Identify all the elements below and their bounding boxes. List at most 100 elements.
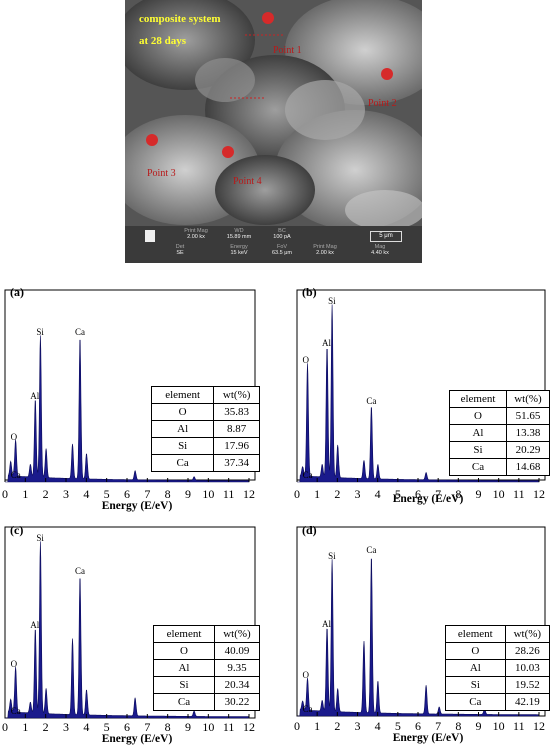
table-row: Al 10.03 <box>445 659 550 677</box>
table-cell: 10.03 <box>504 659 550 677</box>
table-cell: Si <box>150 437 215 455</box>
table-cell: Si <box>445 676 506 694</box>
x-tick-label: 8 <box>164 487 171 501</box>
eds-panel-a: 0 1 2 3 4 5 6 7 8 9 10 11 12 O Al Si Ca Ca (a) Energy (E/eV… <box>0 282 260 512</box>
x-tick-label: 9 <box>475 719 482 733</box>
table-cell: 20.34 <box>213 676 261 694</box>
table-header-cell: wt(%) <box>213 625 261 643</box>
peak-label-ca: Ca <box>10 470 21 481</box>
table-cell: Ca <box>150 454 215 472</box>
x-tick-label: 8 <box>455 487 462 501</box>
table-cell: O <box>153 642 215 660</box>
eds-panel-d: 0 1 2 3 4 5 6 7 8 9 10 11 12 O Al Si Ca Ca (d) Energy (E/eV… <box>292 518 550 748</box>
sem-point-4-label: Point 4 <box>233 176 262 187</box>
table-header-cell: element <box>153 625 215 643</box>
peak-label-ca: Ca <box>302 470 313 481</box>
eds-panel-b: 0 1 2 3 4 5 6 7 8 9 10 11 12 O Al Si Ca Ca (b) Energy (E/eV… <box>292 282 550 505</box>
sem-point-3-label: Point 3 <box>147 168 176 179</box>
sem-caption-line2: at 28 days <box>139 35 187 47</box>
peak-label-si: Si <box>36 327 44 338</box>
x-axis-title: Energy (E/eV) <box>101 733 173 745</box>
table-cell: 9.35 <box>213 659 261 677</box>
eds-spectrum-b <box>296 289 546 483</box>
table-header-row: element wt(%) <box>153 625 261 643</box>
table-header-cell: element <box>449 390 507 408</box>
panel-label: (b) <box>302 285 317 299</box>
sem-image <box>125 0 422 226</box>
eds-panel-c: 0 1 2 3 4 5 6 7 8 9 10 11 12 O Al Si Ca Ca (c) Energy (E/eV… <box>0 518 261 748</box>
x-tick-label: 5 <box>394 487 401 501</box>
table-cell: 14.68 <box>505 458 550 476</box>
panel-label: (a) <box>10 285 24 299</box>
x-tick-label: 1 <box>314 719 321 733</box>
table-row: Si 20.29 <box>449 441 550 459</box>
sem-caption-line1: composite system <box>139 13 221 25</box>
table-cell: Si <box>153 676 215 694</box>
table-cell: Al <box>445 659 506 677</box>
x-tick-label: 10 <box>202 487 215 501</box>
table-cell: Si <box>449 441 507 459</box>
peak-label-ca: Ca <box>366 396 377 407</box>
table-cell: 13.38 <box>505 424 550 442</box>
table-row: Si 17.96 <box>150 437 260 455</box>
x-tick-label: 12 <box>533 487 545 501</box>
x-tick-label: 7 <box>435 487 442 501</box>
eds-spectrum-c <box>4 526 256 719</box>
x-tick-label: 9 <box>185 720 191 734</box>
x-tick-label: 11 <box>513 719 525 733</box>
x-tick-label: 0 <box>294 719 300 733</box>
peak-label-ca: Ca <box>366 545 377 556</box>
x-tick-label: 7 <box>435 719 442 733</box>
table-header-row: element wt(%) <box>445 625 550 643</box>
x-tick-label: 3 <box>63 720 69 734</box>
peak-label-o: O <box>302 669 309 680</box>
x-tick-label: 5 <box>103 487 110 501</box>
peak-label-si: Si <box>36 533 44 544</box>
table-row: Si 20.34 <box>153 676 261 694</box>
x-tick-label: 12 <box>533 719 545 733</box>
x-tick-label: 11 <box>222 487 235 501</box>
sem-point-2-label: Point 2 <box>368 98 397 109</box>
table-cell: Al <box>449 424 507 442</box>
table-row: O 51.65 <box>449 407 550 425</box>
x-tick-label: 10 <box>492 487 505 501</box>
x-tick-label: 2 <box>334 719 341 733</box>
peak-label-o: O <box>10 658 18 669</box>
table-header-cell: wt(%) <box>213 386 260 404</box>
table-row: O 35.83 <box>150 403 260 421</box>
table-cell: Ca <box>153 693 215 711</box>
x-tick-label: 4 <box>83 720 90 734</box>
peak-label-al: Al <box>30 619 40 630</box>
sem-databar: Print Mag 2.00 kx WD 15.89 mm BC 100 pA Det… <box>125 226 422 263</box>
table-header-cell: element <box>445 625 506 643</box>
table-cell: 30.22 <box>213 693 261 711</box>
x-tick-label: 5 <box>103 720 110 734</box>
panel-label: (d) <box>302 523 317 537</box>
composition-table: element wt(%) O 40.09 Al 9.35 Si 20.34 Ca 30.22 <box>153 625 261 711</box>
peak-label-al: Al <box>322 337 332 348</box>
table-row: Ca 14.68 <box>449 458 550 476</box>
x-axis-title: Energy (E/eV) <box>392 732 464 744</box>
peak-label-ca: Ca <box>302 704 313 715</box>
peak-label-si: Si <box>328 550 336 561</box>
table-row: Ca 37.34 <box>150 454 260 472</box>
databar-cell: Energy 15 keV <box>230 244 248 256</box>
table-row: Ca 30.22 <box>153 693 261 711</box>
composition-table: element wt(%) O 28.26 Al 10.03 Si 19.52 Ca 42.19 <box>445 625 550 711</box>
databar-cell: Mag 4.40 kx <box>371 244 389 256</box>
x-tick-label: 7 <box>144 720 151 734</box>
x-tick-label: 6 <box>415 487 421 501</box>
peak-label-al: Al <box>30 390 40 401</box>
x-tick-label: 10 <box>202 720 215 734</box>
document-icon <box>145 230 155 242</box>
table-cell: O <box>449 407 507 425</box>
table-cell: 37.34 <box>213 454 260 472</box>
x-tick-label: 5 <box>394 719 401 733</box>
table-header-cell: wt(%) <box>504 625 550 643</box>
table-cell: Ca <box>445 693 506 711</box>
table-cell: 42.19 <box>504 693 550 711</box>
databar-cell: FoV 63.5 μm <box>272 244 292 256</box>
x-tick-label: 4 <box>83 487 90 501</box>
panel-label: (c) <box>10 523 24 537</box>
table-cell: Al <box>153 659 215 677</box>
